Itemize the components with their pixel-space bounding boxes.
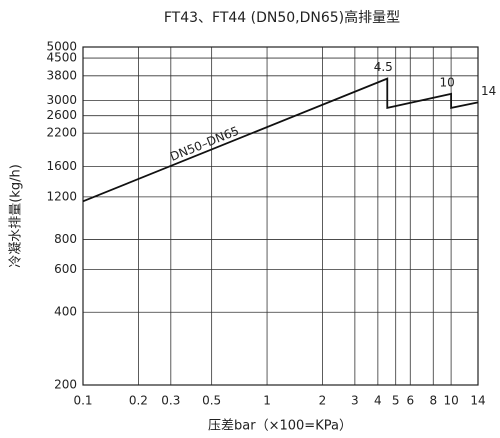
data-line [82, 77, 479, 203]
x-tick-label: 8 [429, 394, 437, 408]
y-tick-label: 800 [54, 232, 77, 246]
x-tick-label: 1 [263, 394, 271, 408]
y-tick-label: 1600 [46, 159, 77, 173]
x-tick-label: 3 [351, 394, 359, 408]
y-tick-label: 2600 [46, 108, 77, 122]
y-tick-label: 5000 [46, 40, 77, 54]
x-tick-label: 2 [319, 394, 327, 408]
chart-title: FT43、FT44 (DN50,DN65)高排量型 [164, 9, 400, 26]
x-tick-label: 0.5 [202, 394, 221, 408]
y-tick-label: 200 [54, 378, 77, 392]
y-tick-label: 4500 [46, 51, 77, 65]
x-tick-label: 14 [470, 394, 485, 408]
x-tick-label: 4 [374, 394, 382, 408]
y-tick-label: 3800 [46, 68, 77, 82]
y-tick-label: 3000 [46, 93, 77, 107]
plot-frame [82, 46, 479, 386]
y-axis-label: 冷凝水排量(kg/h) [8, 164, 24, 268]
series-label: DN50–DN65 [168, 124, 241, 164]
annotation: 4.5 [374, 60, 393, 74]
x-tick-label: 0.3 [161, 394, 180, 408]
y-tick-label: 600 [54, 262, 77, 276]
y-tick-label: 1200 [46, 189, 77, 203]
annotation: 14 [481, 84, 496, 98]
x-tick-label: 10 [443, 394, 458, 408]
x-tick-label: 5 [392, 394, 400, 408]
y-tick-label: 400 [54, 305, 77, 319]
x-tick-label: 0.1 [73, 394, 92, 408]
annotation: 10 [439, 75, 454, 89]
x-tick-label: 0.2 [129, 394, 148, 408]
x-tick-label: 6 [406, 394, 414, 408]
y-tick-label: 2200 [46, 126, 77, 140]
x-axis-label: 压差bar（×100=KPa） [208, 419, 352, 434]
